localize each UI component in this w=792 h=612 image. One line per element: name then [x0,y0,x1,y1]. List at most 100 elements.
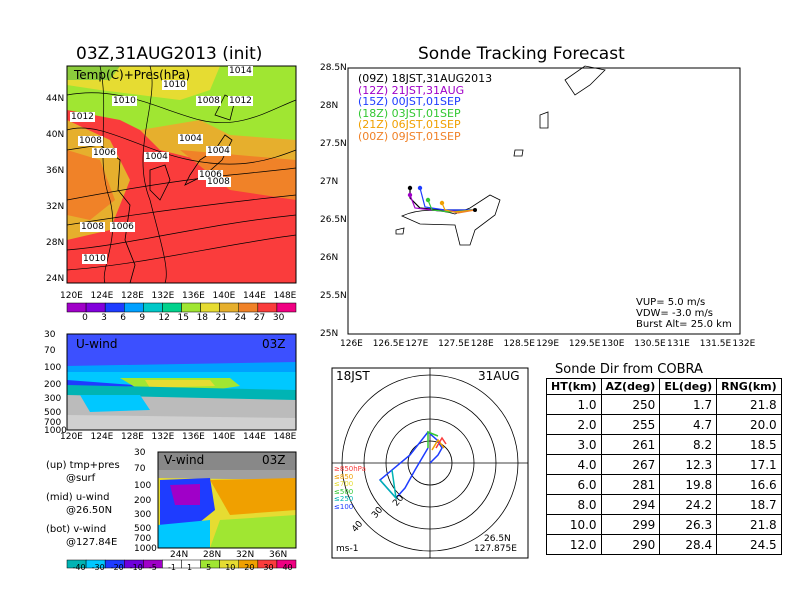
isobar-label: 1008 [80,222,105,232]
polar-level-entry: ≤850 [334,472,354,481]
pressure-tick: 100 [134,481,152,491]
temp-map-label: Temp(C)+Pres(hPa) [74,68,191,82]
lat-tick: 36N [269,550,288,560]
pressure-tick: 700 [44,418,62,428]
lat-tick: 24N [170,550,189,560]
table-cell: 2.0 [546,414,602,435]
colorbar-swatch [257,302,278,313]
polar-date: 31AUG [478,369,520,383]
colorbar-swatch [66,302,87,313]
track-legend-entry: (12Z) 21JST,31AUG [358,83,465,97]
legend-note-line1: (mid) u-wind [46,492,110,503]
table-row: 8.0 294 24.2 18.7 [546,494,782,515]
track-legend-entry: (09Z) 18JST,31AUG2013 [358,72,493,85]
colorbar-swatch [181,302,201,313]
lon-tick: 132E [151,432,175,442]
left-title: 03Z,31AUG2013 (init) [76,44,263,64]
u-wind-time: 03Z [262,337,286,351]
lat-tick: 32N [236,550,255,560]
isobar-label: 1010 [162,80,187,90]
table-cell: 4.7 [659,414,718,435]
colorbar-label: 1 [187,563,193,572]
table-row: 2.0 255 4.7 20.0 [546,414,782,435]
table-header: HT(km) [546,378,602,395]
legend-note-line2: @surf [66,473,96,484]
table-cell: 24.5 [716,534,782,555]
table-cell: 21.8 [716,514,782,535]
pressure-tick: 500 [134,524,152,534]
colorbar-swatch [238,302,259,313]
polar-lon: 127.875E [474,544,517,554]
table-cell: 19.8 [659,474,718,495]
track-legend-entry: (18Z) 03JST,01SEP [358,106,461,120]
lon-tick: 130E [601,339,625,349]
table-row: 12.0 290 28.4 24.5 [546,534,782,555]
colorbar-label: 5 [206,563,212,572]
isobar-label: 1012 [228,96,253,106]
lon-tick: 126E [340,339,363,349]
lat-tick: 40N [46,130,65,140]
pressure-tick: 30 [134,448,146,458]
table-cell: 12.3 [659,454,718,475]
lon-tick: 128E [121,291,144,301]
colorbar-label: 6 [120,313,126,323]
table-cell: 10.0 [546,514,602,535]
table-cell: 16.6 [716,474,782,495]
table-cell: 1.7 [659,394,718,415]
lon-tick: 144E [243,291,266,301]
table-row: 10.0 299 26.3 21.8 [546,514,782,535]
isobar-label: 1008 [78,136,103,146]
track-param: VDW= -3.0 m/s [636,308,713,319]
table-cell: 4.0 [546,454,602,475]
colorbar-swatch [200,302,220,313]
track-param: Burst Alt= 25.0 km [636,319,732,330]
colorbar-label: 27 [253,313,266,323]
colorbar-label: 20 [244,563,255,572]
table-cell: 261 [600,434,661,455]
lon-tick: 124E [90,291,114,301]
track-legend-entry: (15Z) 00JST,01SEP [358,95,461,108]
polar-level-entry: ≤100 [334,502,354,511]
v-wind-label: V-wind [164,453,205,467]
pressure-tick: 70 [134,464,146,474]
track-map [347,65,741,335]
isobar-label: 1010 [82,254,107,264]
colorbar-label: 40 [282,563,293,572]
lon-tick: 136E [182,291,205,301]
colorbar-label: 30 [272,313,285,323]
lat-tick: 27N [320,177,339,187]
colorbar-swatch [85,302,106,313]
colorbar-label: -10 [129,563,143,572]
colorbar-label: 12 [158,313,170,323]
polar-unit: ms-1 [336,544,359,554]
lat-tick: 27.5N [320,139,347,149]
lat-tick: 32N [46,202,65,212]
colorbar-label: 15 [177,313,189,323]
isobar-label: 1010 [112,96,137,106]
table-cell: 290 [600,534,661,555]
temperature-colorbar [66,302,297,313]
isobar-label: 1004 [178,134,203,144]
lon-tick: 120E [60,291,83,301]
right-title: Sonde Tracking Forecast [418,44,625,64]
table-header: AZ(deg) [600,378,661,395]
lat-tick: 28N [203,550,222,560]
track-legend-entry: (00Z) 09JST,01SEP [358,129,461,143]
colorbar-label: -30 [91,563,105,572]
lon-tick: 148E [273,432,297,442]
lat-tick: 26.5N [320,215,347,225]
colorbar-label: -40 [72,563,86,572]
colorbar-label: 9 [139,313,146,323]
lat-tick: 28N [46,238,65,248]
legend-note-line1: (bot) v-wind [46,524,107,535]
legend-note-line1: (up) tmp+pres [46,460,120,471]
lat-tick: 25N [320,329,339,339]
pressure-tick: 1000 [44,426,67,436]
table-cell: 250 [600,394,661,415]
table-cell: 281 [600,474,661,495]
colorbar-label: -20 [110,563,124,572]
lon-tick: 132E [732,339,756,349]
colorbar-label: 21 [215,313,228,323]
colorbar-swatch [104,302,125,313]
